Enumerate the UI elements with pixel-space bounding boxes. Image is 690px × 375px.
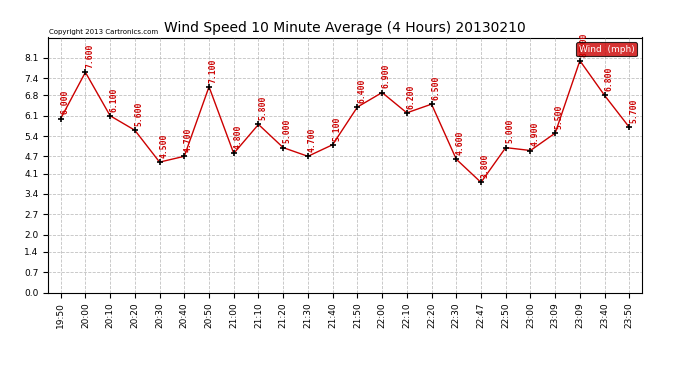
Text: 4.500: 4.500 — [159, 134, 168, 158]
Text: 7.600: 7.600 — [85, 44, 94, 68]
Text: 5.800: 5.800 — [258, 96, 267, 120]
Text: 6.500: 6.500 — [431, 76, 440, 100]
Text: 4.600: 4.600 — [456, 130, 465, 155]
Text: 6.200: 6.200 — [406, 84, 415, 109]
Text: 6.000: 6.000 — [60, 90, 69, 114]
Text: 5.000: 5.000 — [283, 119, 292, 144]
Text: 5.500: 5.500 — [555, 105, 564, 129]
Legend: Wind  (mph): Wind (mph) — [576, 42, 637, 56]
Text: 6.800: 6.800 — [604, 67, 613, 91]
Text: 7.100: 7.100 — [208, 58, 217, 82]
Text: 5.600: 5.600 — [135, 102, 144, 126]
Text: 5.700: 5.700 — [629, 99, 638, 123]
Text: 6.400: 6.400 — [357, 78, 366, 103]
Text: 4.900: 4.900 — [530, 122, 539, 146]
Text: 5.100: 5.100 — [333, 116, 342, 141]
Text: 4.700: 4.700 — [184, 128, 193, 152]
Text: 6.100: 6.100 — [110, 87, 119, 112]
Text: 4.800: 4.800 — [233, 125, 242, 149]
Text: 3.800: 3.800 — [481, 154, 490, 178]
Title: Wind Speed 10 Minute Average (4 Hours) 20130210: Wind Speed 10 Minute Average (4 Hours) 2… — [164, 21, 526, 35]
Text: 4.700: 4.700 — [308, 128, 317, 152]
Text: Copyright 2013 Cartronics.com: Copyright 2013 Cartronics.com — [49, 29, 158, 35]
Text: 8.000: 8.000 — [580, 32, 589, 57]
Text: 6.900: 6.900 — [382, 64, 391, 88]
Text: 5.000: 5.000 — [505, 119, 514, 144]
